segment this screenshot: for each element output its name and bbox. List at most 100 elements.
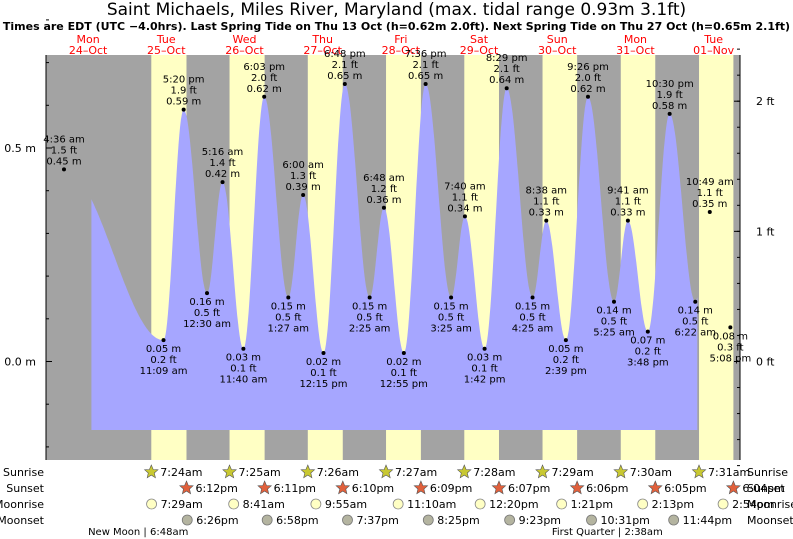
moonrise-icon	[637, 498, 649, 510]
extreme-time: 6:00 am	[282, 160, 324, 171]
extreme-point	[262, 94, 267, 99]
extreme-height-ft: 0.5 ft	[682, 317, 708, 328]
extreme-height-ft: 1.9 ft	[656, 90, 682, 101]
extreme-time: 1:42 pm	[464, 375, 506, 386]
extreme-height-ft: 0.5 ft	[275, 312, 301, 323]
sunset-time: 6:04pm	[742, 482, 784, 495]
astro-row-label-right: Sunrise	[747, 466, 788, 479]
extreme-height-m: 0.15 m	[515, 301, 550, 312]
sunrise-icon	[456, 464, 472, 479]
extreme-point	[381, 205, 386, 210]
astro-table: Sunrise Sunrise Sunset Sunset Moonrise Moonri…	[0, 464, 793, 538]
extreme-point	[449, 295, 454, 300]
extreme-height-ft: 1.3 ft	[290, 171, 316, 182]
sunrise-time: 7:30am	[630, 466, 672, 479]
moonrise-icon	[146, 498, 157, 510]
moonset-icon	[181, 514, 193, 526]
chart-axes: 0.0 m 0.5 m 0 ft 1 ft 2 ft	[4, 19, 775, 467]
chart-title: Saint Michaels, Miles River, Maryland (m…	[106, 0, 687, 20]
extreme-height-ft: 2.1 ft	[494, 64, 520, 75]
moonset-time: 6:26pm	[196, 514, 238, 527]
extreme-height-ft: 0.2 ft	[635, 347, 661, 358]
sunset-time: 6:06pm	[586, 482, 628, 495]
extreme-time: 11:09 am	[140, 366, 188, 377]
day-of-week-label: Mon	[76, 33, 99, 46]
extreme-height-m: 0.58 m	[652, 101, 687, 112]
moonrise-time: 7:29am	[161, 498, 203, 511]
sunset-icon	[647, 480, 663, 495]
extreme-time: 9:41 am	[607, 186, 649, 197]
extreme-point	[220, 180, 225, 185]
date-label: 26–Oct	[225, 44, 264, 57]
extreme-height-m: 0.14 m	[678, 306, 713, 317]
extreme-point	[161, 338, 166, 343]
sunrise-icon	[378, 464, 394, 479]
extreme-point	[482, 346, 487, 351]
sunset-icon	[725, 480, 741, 495]
extreme-height-m: 0.42 m	[205, 169, 240, 180]
moonset-icon	[504, 514, 516, 526]
y-tick-label-ft: 1 ft	[756, 225, 775, 238]
date-label: 29–Oct	[460, 44, 499, 57]
sunrise-icon	[691, 464, 707, 479]
sunset-time: 6:09pm	[430, 482, 472, 495]
extreme-time: 6:03 pm	[243, 62, 285, 73]
moonset-time: 9:23pm	[519, 514, 561, 527]
moonset-icon	[422, 514, 434, 526]
moonset-icon	[586, 514, 597, 526]
extreme-height-ft: 2.0 ft	[251, 73, 277, 84]
extreme-point	[530, 295, 535, 300]
extreme-height-ft: 1.1 ft	[615, 197, 641, 208]
extreme-height-m: 0.65 m	[408, 71, 443, 82]
moonrise-icon	[474, 498, 486, 510]
extreme-point	[585, 94, 590, 99]
day-of-week-label: Thu	[311, 33, 333, 46]
moonset-time: 8:25pm	[437, 514, 479, 527]
extreme-height-m: 0.39 m	[286, 182, 321, 193]
extreme-point	[544, 218, 549, 223]
chart-subtitle: Times are EDT (UTC −4.0hrs). Last Spring…	[2, 20, 791, 33]
extreme-height-m: 0.59 m	[166, 97, 201, 108]
extreme-height-m: 0.05 m	[548, 344, 583, 355]
day-of-week-label: Mon	[624, 33, 647, 46]
extreme-time: 6:48 pm	[324, 49, 366, 60]
extreme-height-m: 0.62 m	[570, 84, 605, 95]
extreme-height-m: 0.02 m	[386, 357, 421, 368]
extreme-time: 3:25 am	[430, 323, 472, 334]
day-of-week-label: Sun	[547, 33, 568, 46]
extreme-height-m: 0.05 m	[146, 344, 181, 355]
extreme-height-m: 0.15 m	[271, 301, 306, 312]
extreme-point	[181, 107, 186, 112]
extreme-height-ft: 0.1 ft	[471, 364, 497, 375]
moonset-time: 6:58pm	[276, 514, 318, 527]
moonrise-time: 11:10am	[407, 498, 456, 511]
tide-curve	[91, 84, 698, 430]
extreme-height-ft: 0.5 ft	[438, 312, 464, 323]
extreme-height-ft: 1.9 ft	[170, 86, 196, 97]
extreme-point	[611, 299, 616, 304]
moonrise-time: 9:55am	[325, 498, 367, 511]
astro-row-label-right: Moonset	[747, 514, 793, 527]
extreme-point	[667, 111, 672, 116]
date-label: 30–Oct	[538, 44, 577, 57]
extreme-time: 5:08 pm	[709, 353, 751, 364]
astro-row-label-left: Moonrise	[0, 498, 44, 511]
day-labels: Mon24–OctTue25–OctWed26–OctThu27–OctFri2…	[69, 33, 735, 57]
extreme-height-m: 0.34 m	[447, 203, 482, 214]
moonrise-icon	[228, 498, 240, 510]
extreme-height-m: 0.15 m	[433, 301, 468, 312]
extreme-height-ft: 0.5 ft	[519, 312, 545, 323]
extreme-height-ft: 0.1 ft	[391, 368, 417, 379]
extreme-height-m: 0.15 m	[352, 301, 387, 312]
astro-row-label-right: Sunset	[747, 482, 785, 495]
extreme-height-m: 0.36 m	[366, 195, 401, 206]
extreme-point	[61, 167, 66, 172]
extreme-height-m: 0.02 m	[306, 357, 341, 368]
moonrise-time: 2:13pm	[652, 498, 694, 511]
extreme-time: 4:36 am	[43, 134, 85, 145]
extreme-height-m: 0.14 m	[596, 306, 631, 317]
extreme-point	[504, 86, 509, 91]
sunset-icon	[257, 480, 273, 495]
extreme-time: 7:36 pm	[405, 49, 447, 60]
